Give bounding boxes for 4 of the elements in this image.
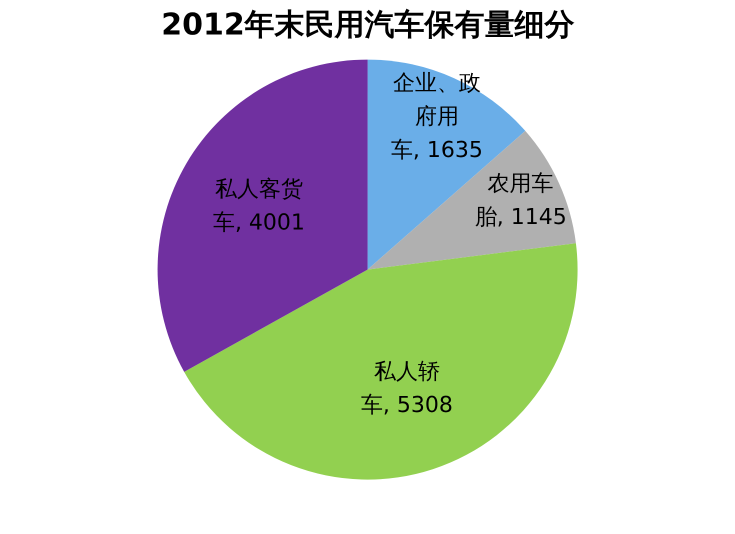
chart-title: 2012年末民用汽车保有量细分 (161, 8, 575, 42)
slice-label: 私人轿车, 5308 (360, 360, 453, 418)
slice-label: 私人客货车, 4001 (212, 176, 305, 236)
slice-label: 农用车胎, 1145 (474, 172, 567, 230)
